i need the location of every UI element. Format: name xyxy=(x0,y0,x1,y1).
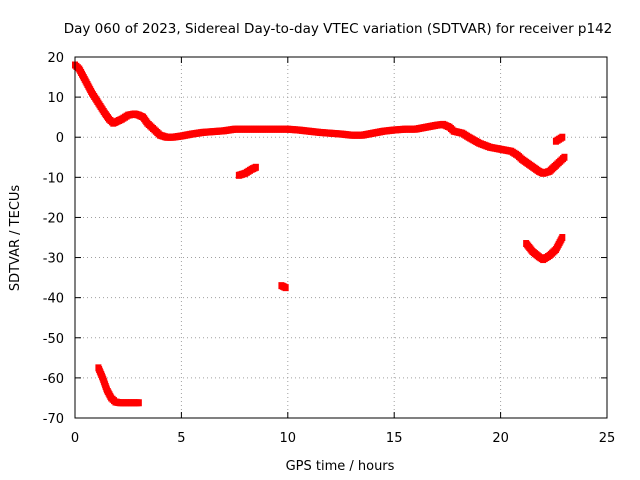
x-tick-label: 10 xyxy=(280,431,297,446)
y-tick-label: -50 xyxy=(43,332,64,347)
series-late-segment xyxy=(552,133,566,145)
y-tick-label: 20 xyxy=(47,51,64,66)
data-point xyxy=(135,399,142,407)
data-point xyxy=(561,153,568,161)
series-point-10h xyxy=(278,282,289,292)
chart-title: Day 060 of 2023, Sidereal Day-to-day VTE… xyxy=(64,21,613,37)
x-axis-label: GPS time / hours xyxy=(286,459,395,474)
series-segment-8h xyxy=(235,163,259,179)
data-point xyxy=(282,284,289,292)
series-segment-21h xyxy=(523,234,566,264)
data-point xyxy=(559,234,566,241)
y-axis-label: SDTVAR / TECUs xyxy=(8,185,23,292)
data-point xyxy=(559,133,566,141)
x-tick-label: 25 xyxy=(599,431,616,446)
y-tick-label: -70 xyxy=(43,412,64,427)
y-tick-label: -20 xyxy=(43,211,64,226)
y-tick-label: -40 xyxy=(43,292,64,307)
y-tick-label: -30 xyxy=(43,252,64,267)
y-tick-label: 0 xyxy=(56,131,64,146)
y-tick-label: -60 xyxy=(43,372,64,387)
x-tick-label: 15 xyxy=(386,431,403,446)
grid xyxy=(75,57,607,418)
y-tick-label: 10 xyxy=(47,91,64,106)
series-segment-1h xyxy=(95,364,142,407)
y-tick-label: -10 xyxy=(43,171,64,186)
data-point xyxy=(252,163,259,171)
x-tick-label: 20 xyxy=(492,431,509,446)
x-tick-label: 0 xyxy=(71,431,79,446)
axis-ticks: 0 5 10 15 20 25 20 10 0 -10 -20 -30 -40 -50 -60 -70 xyxy=(43,51,616,446)
data-series xyxy=(72,61,568,407)
x-tick-label: 5 xyxy=(177,431,185,446)
plot-frame xyxy=(74,56,608,419)
series-main xyxy=(72,61,568,177)
